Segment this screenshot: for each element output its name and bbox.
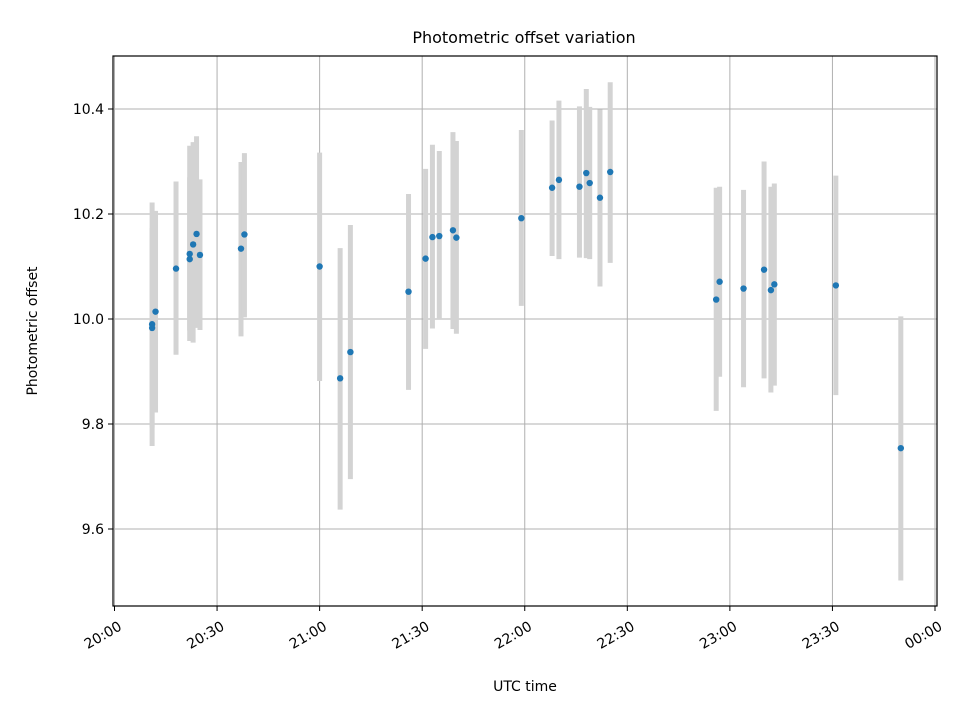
data-point [241,231,248,238]
x-axis-label: UTC time [493,679,557,695]
data-point [152,308,159,315]
grid [113,56,937,606]
data-point [832,282,840,289]
data-point [347,348,354,356]
data-point [607,168,614,176]
y-tick-label: 9.8 [82,417,104,433]
data-point [583,169,590,177]
data-point [596,194,604,201]
data-point [518,215,525,222]
data-point [760,266,768,273]
data-point [555,176,563,184]
data-point [193,230,200,238]
data-point [436,232,443,240]
data-point [576,183,583,190]
data-point [548,184,556,191]
data-point [767,286,775,294]
data-points [148,168,905,452]
y-axis-ticks: 9.6 9.8 10.0 10.2 10.4 [73,102,113,538]
data-point [453,234,460,241]
data-point [771,281,778,288]
data-point [429,233,436,241]
y-tick-label: 9.6 [82,522,104,538]
data-point [186,255,193,263]
data-point [172,265,180,272]
data-point [237,245,245,252]
data-point [897,444,905,452]
y-axis-label: Photometric offset [25,266,41,396]
data-point [713,296,720,303]
y-tick-label: 10.4 [73,102,104,118]
data-point [189,241,197,248]
data-point [740,285,747,292]
data-point [586,179,593,187]
data-point [422,255,429,262]
y-tick-label: 10.2 [73,207,104,223]
data-point [449,227,457,234]
data-point [148,321,156,328]
data-point [405,288,412,295]
data-point [196,251,204,259]
data-point [186,250,193,258]
data-point [716,278,723,285]
chart-title: Photometric offset variation [412,28,635,47]
data-point [316,263,323,270]
data-point [336,375,344,382]
y-tick-label: 10.0 [73,312,104,328]
